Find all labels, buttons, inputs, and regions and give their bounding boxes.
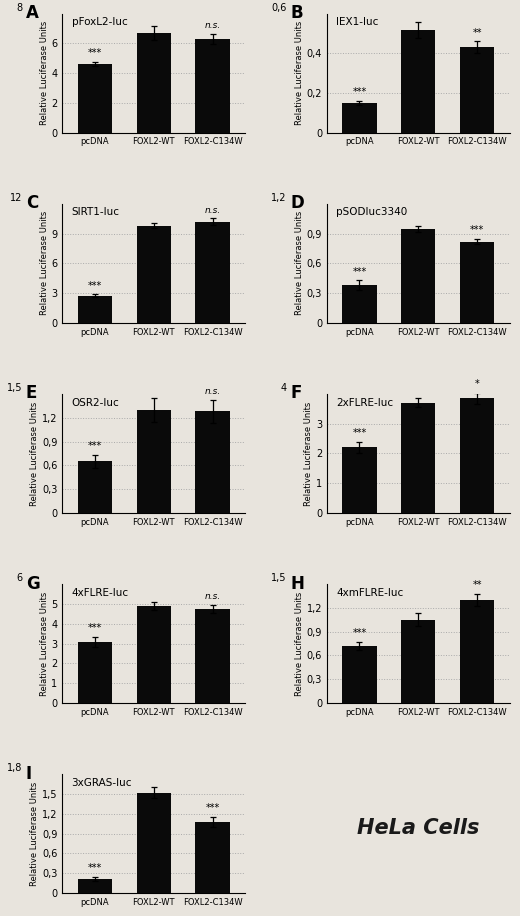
Text: HeLa Cells: HeLa Cells — [357, 818, 479, 838]
Bar — [401, 29, 435, 133]
Bar — [342, 448, 376, 513]
Text: **: ** — [473, 27, 482, 38]
Y-axis label: Relative Luciferase Units: Relative Luciferase Units — [40, 21, 48, 125]
Text: pFoxL2-luc: pFoxL2-luc — [72, 17, 127, 27]
Text: A: A — [26, 5, 39, 22]
Text: 0,6: 0,6 — [271, 3, 287, 13]
Text: ***: *** — [353, 87, 367, 97]
Bar — [196, 609, 230, 703]
Bar — [137, 605, 171, 703]
Bar — [196, 822, 230, 893]
Y-axis label: Relative Luciferase Units: Relative Luciferase Units — [295, 21, 304, 125]
Text: G: G — [26, 574, 40, 593]
Text: ***: *** — [88, 863, 102, 873]
Text: pSODluc3340: pSODluc3340 — [336, 207, 408, 217]
Y-axis label: Relative Luciferase Units: Relative Luciferase Units — [295, 592, 304, 695]
Bar — [77, 878, 112, 893]
Y-axis label: Relative Luciferase Units: Relative Luciferase Units — [30, 401, 40, 506]
Text: 4xmFLRE-luc: 4xmFLRE-luc — [336, 588, 404, 598]
Text: IEX1-luc: IEX1-luc — [336, 17, 379, 27]
Text: 1,8: 1,8 — [7, 763, 22, 773]
Text: ***: *** — [353, 428, 367, 438]
Bar — [137, 225, 171, 322]
Text: ***: *** — [470, 225, 484, 235]
Bar — [460, 600, 495, 703]
Y-axis label: Relative Luciferase Units: Relative Luciferase Units — [304, 401, 313, 506]
Bar — [196, 411, 230, 513]
Bar — [460, 398, 495, 513]
Text: C: C — [26, 194, 38, 213]
Text: 3xGRAS-luc: 3xGRAS-luc — [72, 778, 132, 788]
Bar — [401, 620, 435, 703]
Text: n.s.: n.s. — [204, 593, 220, 602]
Y-axis label: Relative Luciferase Units: Relative Luciferase Units — [30, 781, 40, 886]
Bar — [342, 285, 376, 322]
Y-axis label: Relative Luciferase Units: Relative Luciferase Units — [295, 212, 304, 315]
Text: D: D — [291, 194, 304, 213]
Text: 1,2: 1,2 — [271, 192, 287, 202]
Bar — [401, 403, 435, 513]
Text: F: F — [291, 385, 302, 402]
Y-axis label: Relative Luciferase Units: Relative Luciferase Units — [40, 592, 48, 695]
Bar — [196, 39, 230, 133]
Text: 1,5: 1,5 — [7, 383, 22, 393]
Bar — [137, 409, 171, 513]
Text: 1,5: 1,5 — [271, 572, 287, 583]
Y-axis label: Relative Luciferase Units: Relative Luciferase Units — [40, 212, 49, 315]
Text: 4xFLRE-luc: 4xFLRE-luc — [72, 588, 128, 598]
Text: *: * — [475, 379, 479, 389]
Bar — [77, 296, 112, 322]
Bar — [196, 222, 230, 322]
Text: ***: *** — [88, 623, 102, 633]
Bar — [401, 229, 435, 322]
Text: ***: *** — [88, 49, 102, 59]
Text: ***: *** — [353, 628, 367, 638]
Text: H: H — [291, 574, 304, 593]
Bar — [77, 641, 112, 703]
Bar — [460, 48, 495, 133]
Text: ***: *** — [353, 267, 367, 277]
Text: 8: 8 — [16, 3, 22, 13]
Bar — [137, 33, 171, 133]
Text: 2xFLRE-luc: 2xFLRE-luc — [336, 398, 393, 408]
Text: B: B — [291, 5, 303, 22]
Bar — [342, 646, 376, 703]
Text: E: E — [26, 385, 37, 402]
Text: 6: 6 — [16, 572, 22, 583]
Text: n.s.: n.s. — [204, 21, 220, 30]
Text: SIRT1-luc: SIRT1-luc — [72, 207, 120, 217]
Text: ***: *** — [88, 281, 102, 291]
Text: n.s.: n.s. — [204, 206, 220, 214]
Bar — [460, 242, 495, 322]
Bar — [137, 792, 171, 893]
Text: 12: 12 — [10, 192, 22, 202]
Text: **: ** — [473, 580, 482, 590]
Text: 4: 4 — [281, 383, 287, 393]
Text: I: I — [26, 765, 32, 783]
Text: n.s.: n.s. — [204, 387, 220, 396]
Text: OSR2-luc: OSR2-luc — [72, 398, 119, 408]
Text: ***: *** — [205, 803, 219, 813]
Bar — [342, 103, 376, 133]
Text: ***: *** — [88, 442, 102, 452]
Bar — [77, 64, 112, 133]
Bar — [77, 462, 112, 513]
